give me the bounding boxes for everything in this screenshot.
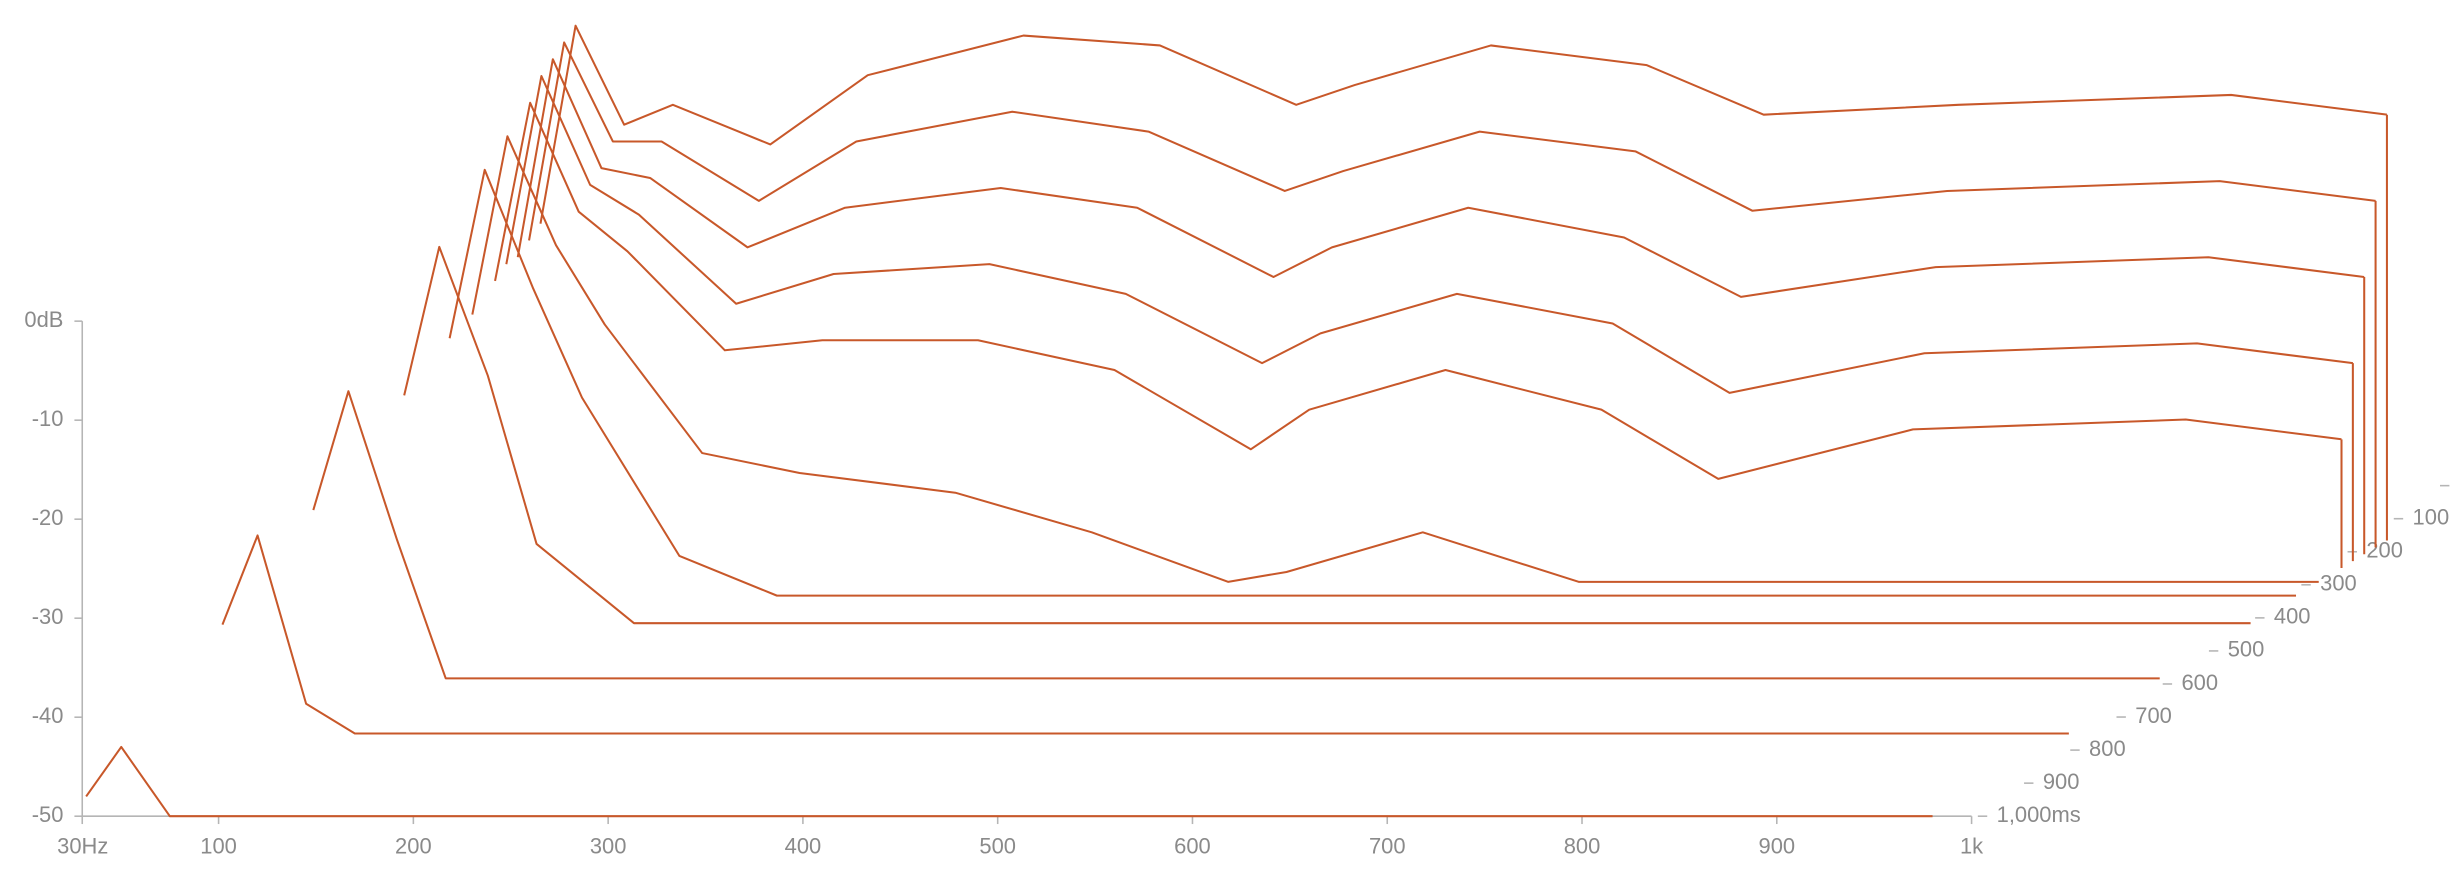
y-tick-label: -20 [32,505,64,530]
y-tick-label: -10 [32,406,64,431]
x-tick-label: 100 [200,833,237,858]
slice-line [448,168,2297,597]
slice-line [516,58,2365,298]
slice-line [539,24,2388,224]
z-tick-label: 600 [2181,670,2218,695]
slice-line [494,101,2342,480]
y-tick-label: -30 [32,604,64,629]
slice-line [85,745,1933,818]
slice-line [505,74,2354,394]
x-tick-label: 400 [785,833,822,858]
z-tick-label: 400 [2274,604,2311,629]
x-tick-label: 300 [590,833,627,858]
x-tick-label: 500 [979,833,1016,858]
z-tick-label: 100 [2413,505,2450,530]
z-tick-label: 800 [2089,736,2126,761]
x-tick-label: 700 [1369,833,1406,858]
z-tick-label: 300 [2320,571,2357,596]
x-tick-label: 30Hz [57,833,108,858]
slice-line [471,135,2319,583]
x-tick-label: 900 [1759,833,1796,858]
z-tick-label: 700 [2135,703,2172,728]
y-tick-label: 0dB [24,307,63,332]
slice-line [221,534,2069,735]
slice-line [528,41,2376,241]
z-tick-label: 200 [2366,538,2403,563]
z-tick-label: 1,000ms [1997,802,2081,827]
x-tick-label: 1k [1960,833,1983,858]
x-tick-label: 200 [395,833,432,858]
slice-line [403,245,2251,625]
z-tick-label: 900 [2043,769,2080,794]
z-tick-label: 500 [2228,637,2265,662]
slice-line [312,390,2160,680]
y-tick-label: -40 [32,703,64,728]
x-tick-label: 600 [1174,833,1211,858]
x-tick-label: 800 [1564,833,1601,858]
y-tick-label: -50 [32,802,64,827]
